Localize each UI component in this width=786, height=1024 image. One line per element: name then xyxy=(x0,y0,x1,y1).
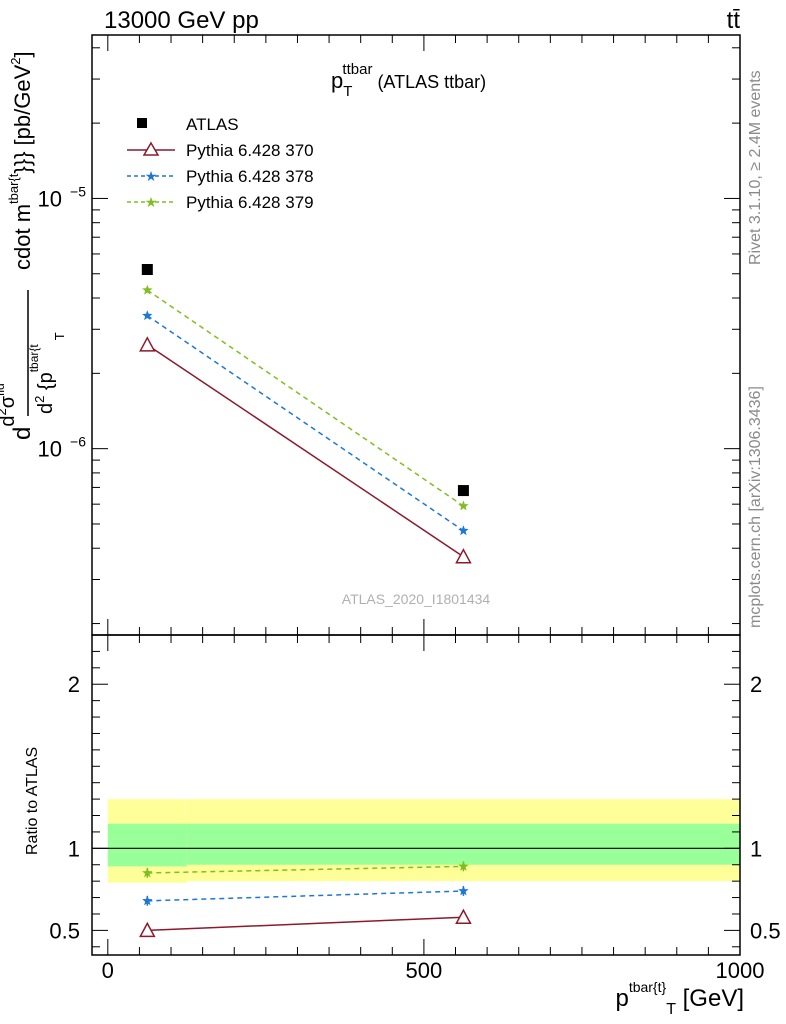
plot-title-main: p xyxy=(331,68,343,93)
ylabel-den-p: {p xyxy=(35,372,57,395)
y-tick-label-exponent: −5 xyxy=(70,183,86,199)
ratio-pythia-6-428-370-triangle-marker xyxy=(455,908,472,925)
ratio-y-tick-label-left: 1 xyxy=(68,836,80,861)
main-pythia-6-428-379-star-marker xyxy=(142,284,153,295)
plot-title-rest: (ATLAS ttbar) xyxy=(372,72,486,92)
ratio-axes: 0.5 0.5 1 1 2 2 0 500 1000 xyxy=(49,634,781,983)
x-tick-label: 500 xyxy=(406,958,443,983)
main-pythia-6-428-378-star-marker xyxy=(142,310,153,321)
series-line-pythia-6-428-379 xyxy=(146,289,464,507)
ylabel-unit: }}} [pb/GeV xyxy=(10,64,35,173)
ylabel-num-sup: 2 xyxy=(0,408,9,415)
ratio-series-group xyxy=(139,860,472,938)
y-tick-label: 10 xyxy=(38,186,62,211)
ylabel-den-sub: T xyxy=(52,332,67,340)
stat-uncertainty-band xyxy=(186,823,740,865)
main-pythia-6-428-370-triangle-marker xyxy=(139,336,156,352)
xlabel-rest: [GeV] xyxy=(676,985,744,1012)
collision-energy-label: 13000 GeV pp xyxy=(104,7,259,34)
ratio-line-pythia-6-428-378 xyxy=(147,890,464,902)
ratio-pythia-6-428-379-star-marker xyxy=(142,867,153,878)
legend: ATLAS Pythia 6.428 370 ★ Pythia 6.428 37… xyxy=(127,115,314,212)
ratio-frame xyxy=(91,634,741,956)
ylabel-close: ] xyxy=(10,51,35,57)
rivet-version-label: Rivet 3.1.10, ≥ 2.4M events xyxy=(747,70,764,265)
legend-item-pythia-370: Pythia 6.428 370 xyxy=(127,141,314,160)
legend-item-pythia-379: ★ Pythia 6.428 379 xyxy=(127,193,314,212)
ylabel-den-sup2: tbar{t xyxy=(27,344,41,373)
ylabel-den-sup: 2 xyxy=(32,396,47,403)
svg-text:dd2σfid: dd2σfid xyxy=(0,383,36,440)
ratio-y-tick-label-left: 2 xyxy=(68,672,80,697)
y-axis-label: dd2σfid d2 {ptbar{tT cdot mtbar{t}}} [pb… xyxy=(0,51,67,440)
ratio-plot-panel: 0.5 0.5 1 1 2 2 0 500 1000 Ratio to ATLAS ptbar{… xyxy=(24,634,781,1018)
ratio-pythia-6-428-379-star-marker xyxy=(458,860,469,871)
process-label: tt̄ xyxy=(727,7,741,34)
main-pythia-6-428-378-star-marker xyxy=(458,525,469,536)
ylabel-d: d xyxy=(9,427,36,440)
legend-label-pythia-378: Pythia 6.428 378 xyxy=(186,167,314,186)
main-pythia-6-428-379-star-marker xyxy=(458,500,469,511)
y-tick-label: 10 xyxy=(38,437,62,462)
legend-label-pythia-370: Pythia 6.428 370 xyxy=(186,141,314,160)
legend-item-pythia-378: ★ Pythia 6.428 378 xyxy=(127,167,314,186)
plot-title-sub: T xyxy=(343,83,352,100)
main-atlas-data-point xyxy=(141,264,153,276)
series-line-pythia-6-428-370 xyxy=(146,344,464,558)
plot-title-sup: ttbar xyxy=(342,61,372,78)
ylabel-sigma: σ xyxy=(0,395,19,408)
legend-marker-atlas xyxy=(137,118,147,128)
stat-uncertainty-band xyxy=(107,823,187,867)
legend-marker-pythia-378: ★ xyxy=(145,169,158,185)
ratio-pythia-6-428-370-triangle-marker xyxy=(139,921,156,938)
legend-item-atlas: ATLAS xyxy=(137,115,239,134)
analysis-watermark: ATLAS_2020_I1801434 xyxy=(342,591,491,607)
ylabel-unit-sup: 2 xyxy=(8,58,23,65)
y-tick-label-base: 10 xyxy=(38,186,62,211)
xlabel-sub: T xyxy=(666,1001,676,1018)
ratio-y-tick-label-left: 0.5 xyxy=(49,918,80,943)
series-line-pythia-6-428-378 xyxy=(146,315,464,532)
y-tick-label-base: 10 xyxy=(38,437,62,462)
ratio-y-axis-label: Ratio to ATLAS xyxy=(24,747,41,855)
legend-marker-pythia-370 xyxy=(142,141,160,156)
svg-text:d2 {ptbar{tT: d2 {ptbar{t T xyxy=(27,332,67,414)
xlabel-main: p xyxy=(615,985,628,1012)
mcplots-reference-label: mcplots.cern.ch [arXiv:1306.3436] xyxy=(747,386,764,628)
ylabel-cdot: cdot m xyxy=(10,204,35,270)
ratio-bands xyxy=(92,799,740,883)
ratio-line-pythia-6-428-379 xyxy=(147,865,464,874)
x-axis-label: ptbar{t} T [GeV] xyxy=(615,979,744,1018)
ratio-y-tick-label-right: 2 xyxy=(750,672,762,697)
ylabel-frac-num: d xyxy=(0,416,19,427)
plot-title: pTttbar (ATLAS ttbar) xyxy=(331,61,486,100)
svg-text:cdot mtbar{t}}} [pb/GeV2]: cdot mtbar{t}}} [pb/GeV2] xyxy=(6,51,35,270)
y-tick-label-exponent: −6 xyxy=(70,434,86,450)
ratio-line-pythia-6-428-370 xyxy=(147,916,464,932)
ratio-y-tick-label-right: 1 xyxy=(750,836,762,861)
ylabel-sigma-sup: fid xyxy=(0,383,7,396)
legend-marker-pythia-379: ★ xyxy=(145,195,158,211)
ylabel-den-d: d xyxy=(35,403,57,414)
main-series-group xyxy=(139,264,472,564)
x-tick-label: 0 xyxy=(102,958,114,983)
ratio-pythia-6-428-378-star-marker xyxy=(142,895,153,906)
main-pythia-6-428-370-triangle-marker xyxy=(455,548,472,564)
legend-label-atlas: ATLAS xyxy=(186,115,239,134)
ylabel-m-sup: tbar{t xyxy=(6,173,21,204)
main-atlas-data-point xyxy=(457,485,469,497)
legend-label-pythia-379: Pythia 6.428 379 xyxy=(186,193,314,212)
x-tick-label: 1000 xyxy=(716,958,765,983)
ratio-y-tick-label-right: 0.5 xyxy=(750,918,781,943)
main-plot-panel: 10−610−5 pTttbar (ATLAS ttbar) ATLAS_202… xyxy=(0,34,741,636)
xlabel-sup: tbar{t} xyxy=(629,979,667,995)
ratio-pythia-6-428-378-star-marker xyxy=(458,885,469,896)
